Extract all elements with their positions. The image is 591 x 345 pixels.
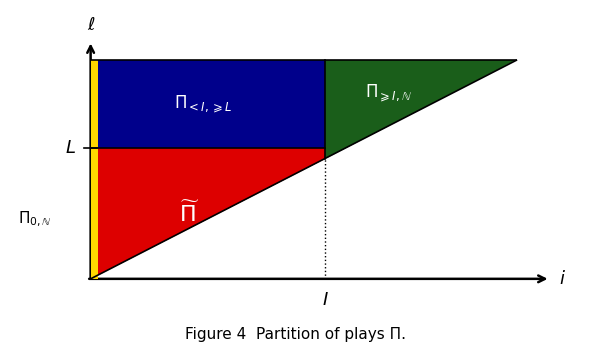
Text: L: L [66,139,76,157]
Text: Figure 4  Partition of plays Π.: Figure 4 Partition of plays Π. [185,327,406,342]
Text: $\Pi_{0,\mathbb{N}}$: $\Pi_{0,\mathbb{N}}$ [18,210,52,229]
Text: i: i [559,270,564,288]
Text: ℓ: ℓ [87,16,95,34]
Text: $\Pi_{<I,\geqslant L}$: $\Pi_{<I,\geqslant L}$ [174,93,232,115]
Polygon shape [90,148,325,279]
Polygon shape [325,60,517,159]
Text: $\Pi_{\geqslant I,\mathbb{N}}$: $\Pi_{\geqslant I,\mathbb{N}}$ [365,82,413,104]
Polygon shape [90,60,98,279]
Text: I: I [322,291,327,309]
Text: $\widetilde{\Pi}$: $\widetilde{\Pi}$ [178,200,199,226]
Polygon shape [90,60,325,148]
